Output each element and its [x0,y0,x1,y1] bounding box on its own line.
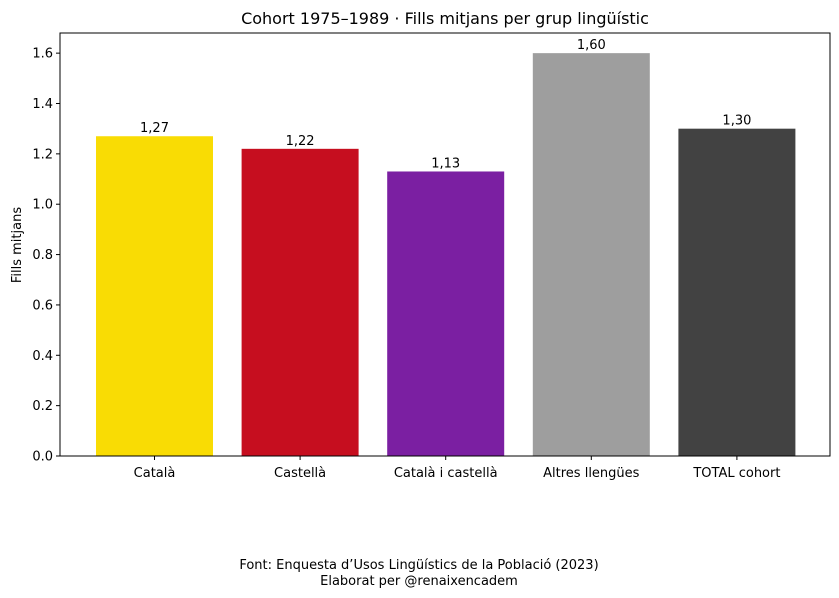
y-tick-label: 0.2 [32,399,53,414]
y-tick-label: 1.6 [32,47,53,62]
bar-value-label: 1,60 [577,38,606,53]
bar-4 [532,53,650,457]
y-tick-label: 1.2 [32,147,53,162]
chart-title: Cohort 1975–1989 · Fills mitjans per gru… [241,9,649,28]
y-tick-label: 0.8 [32,248,53,263]
bar-2 [241,148,359,457]
plot-area: 1,27 1,22 1,13 1,60 1,30 0.0 0.2 0.4 0.6 0.8 1.0 1.… [32,32,831,481]
bar-5 [678,128,796,456]
y-tick-label: 0.4 [32,349,53,364]
y-tick-label: 1.4 [32,97,53,112]
bar-value-label: 1,30 [722,114,751,129]
y-tick-label: 1.0 [32,198,53,213]
x-tick-label: Altres llengües [543,466,640,481]
x-tick-label: Català i castellà [394,466,498,481]
y-axis-label: Fills mitjans [10,207,25,283]
x-tick-label: TOTAL cohort [692,466,780,481]
plot-frame [59,32,831,457]
bar-1 [96,136,213,456]
y-tick-label: 0.6 [32,298,53,313]
bar-3 [387,171,505,456]
y-tick-label: 0.0 [32,450,53,465]
x-tick-label: Castellà [274,466,326,481]
source-note: Font: Enquesta d’Usos Lingüístics de la … [239,558,598,573]
credit-note: Elaborat per @renaixencadem [320,574,518,589]
x-tick-label: Català [134,466,176,481]
bar-value-label: 1,13 [431,156,460,171]
bar-value-label: 1,27 [140,121,169,136]
bar-value-label: 1,22 [286,134,315,149]
